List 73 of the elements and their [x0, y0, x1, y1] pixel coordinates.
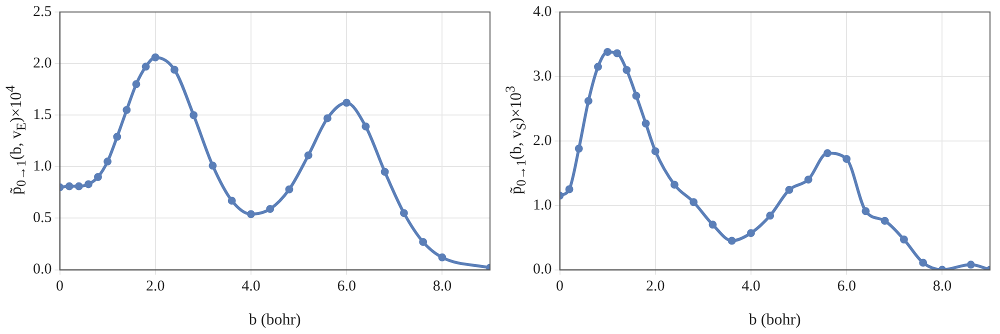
y-tick-label: 2.0 [533, 132, 552, 149]
point [862, 207, 870, 216]
point [632, 92, 640, 100]
y-tick-label: 1.5 [33, 107, 52, 124]
y-tick-label: 4.0 [533, 4, 552, 20]
point [604, 48, 612, 56]
point [94, 172, 102, 181]
point [966, 260, 975, 269]
point [670, 180, 678, 189]
point [151, 53, 160, 62]
point [880, 216, 889, 225]
point [419, 238, 428, 246]
point [565, 185, 574, 194]
point [142, 62, 150, 71]
point [266, 204, 274, 213]
point [438, 253, 446, 262]
x-axis-title: b (bohr) [748, 312, 801, 329]
point [708, 220, 717, 229]
point [132, 80, 140, 88]
x-tick-label: 6.0 [837, 278, 856, 295]
point [380, 168, 389, 176]
y-tick-label: 2.0 [33, 56, 52, 72]
point [728, 236, 736, 245]
point [113, 132, 122, 141]
x-tick-label: 6.0 [337, 278, 356, 295]
point [304, 151, 312, 160]
point [190, 111, 198, 120]
x-tick-label: 8.0 [432, 278, 452, 295]
point [746, 229, 755, 238]
x-tick-label: 4.0 [742, 278, 760, 295]
y-tick-label: 1.0 [533, 197, 552, 214]
y-tick-label: 3.0 [533, 68, 552, 84]
point [594, 62, 602, 71]
point [74, 182, 83, 190]
x-tick-label: 0 [56, 278, 64, 295]
point [84, 180, 92, 188]
x-tick-label: 8.0 [932, 278, 952, 295]
point [900, 236, 908, 244]
point [246, 210, 255, 218]
point [104, 158, 112, 166]
x-tick-label: 2.0 [146, 278, 165, 295]
point [651, 147, 660, 156]
point [342, 98, 351, 107]
y-tick-label: 1.0 [33, 158, 52, 175]
point [208, 162, 217, 170]
y-tick-label: 0.0 [33, 262, 52, 278]
y-tick-label: 2.5 [33, 4, 52, 20]
point [642, 120, 650, 128]
point [842, 154, 851, 163]
point [785, 186, 794, 194]
x-tick-label: 4.0 [242, 278, 260, 295]
point [362, 122, 370, 130]
point [323, 114, 332, 122]
point [285, 185, 294, 194]
x-tick-label: 2.0 [646, 278, 665, 295]
y-tick-label: 0.5 [33, 210, 52, 226]
point [823, 149, 832, 158]
point [613, 49, 622, 58]
point [228, 196, 236, 205]
point [804, 176, 812, 184]
point [400, 209, 408, 218]
point [919, 258, 928, 267]
point [622, 66, 631, 74]
x-axis-title: b (bohr) [248, 312, 301, 329]
point [122, 106, 131, 114]
y-tick-label: 0.0 [533, 262, 552, 278]
point [65, 182, 74, 190]
point [690, 198, 698, 206]
point [584, 96, 592, 105]
point [574, 144, 583, 153]
point [170, 66, 178, 74]
x-tick-label: 0 [556, 278, 564, 295]
point [766, 212, 774, 220]
